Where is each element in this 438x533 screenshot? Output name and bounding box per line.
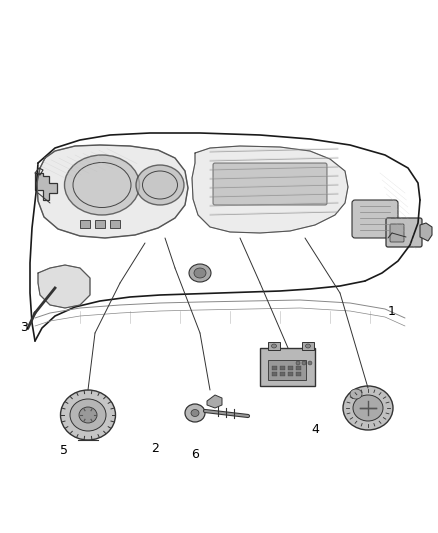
Bar [296,372,301,376]
Text: 1: 1 [388,305,396,318]
Polygon shape [35,173,57,200]
Bar [272,372,277,376]
Ellipse shape [60,390,116,440]
FancyBboxPatch shape [268,360,306,380]
Bar [280,372,285,376]
Ellipse shape [305,344,311,348]
Bar [288,372,293,376]
Ellipse shape [79,407,97,423]
FancyBboxPatch shape [352,200,398,238]
Ellipse shape [70,399,106,431]
Text: 4: 4 [311,423,319,435]
FancyBboxPatch shape [390,224,404,242]
Ellipse shape [308,361,312,365]
Ellipse shape [191,409,199,416]
Ellipse shape [350,389,362,399]
Ellipse shape [343,386,393,430]
Ellipse shape [136,165,184,205]
Bar [296,366,301,370]
Text: 6: 6 [191,448,199,461]
FancyBboxPatch shape [260,348,315,386]
Bar [302,342,314,350]
Ellipse shape [185,404,205,422]
Ellipse shape [272,344,276,348]
Text: 2: 2 [152,442,159,455]
Ellipse shape [194,268,206,278]
Ellipse shape [353,395,383,421]
Polygon shape [207,395,222,408]
Text: 5: 5 [60,444,67,457]
Bar [110,220,120,228]
Bar [268,342,280,350]
Text: 3: 3 [20,321,28,334]
Polygon shape [192,146,348,233]
Bar [80,220,90,228]
Bar [280,366,285,370]
Ellipse shape [296,361,300,365]
Bar [272,366,277,370]
Bar [95,220,105,228]
Bar [288,366,293,370]
Ellipse shape [189,264,211,282]
Polygon shape [420,223,432,241]
Polygon shape [38,265,90,308]
Ellipse shape [302,361,306,365]
FancyBboxPatch shape [213,163,327,205]
Polygon shape [37,145,188,238]
Ellipse shape [64,155,139,215]
FancyBboxPatch shape [386,218,422,247]
